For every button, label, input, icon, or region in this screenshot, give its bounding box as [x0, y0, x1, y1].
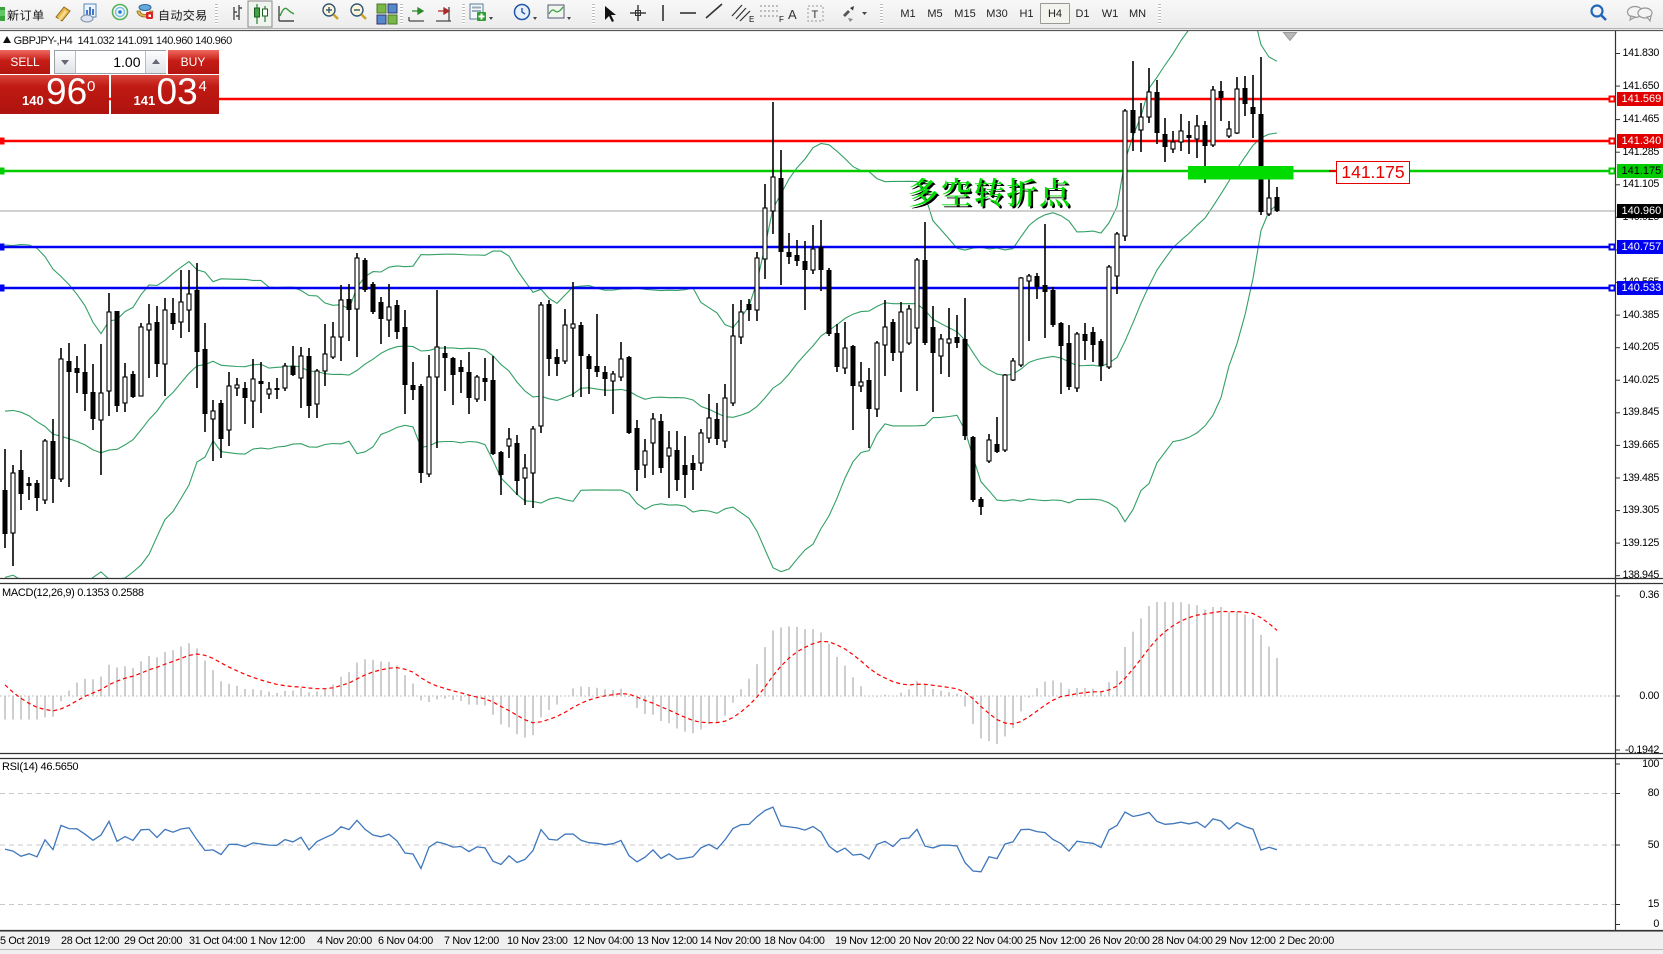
svg-text:F: F: [779, 15, 784, 24]
svg-text:A: A: [788, 7, 797, 22]
svg-text:E: E: [749, 15, 754, 24]
svg-text:T: T: [812, 9, 819, 21]
